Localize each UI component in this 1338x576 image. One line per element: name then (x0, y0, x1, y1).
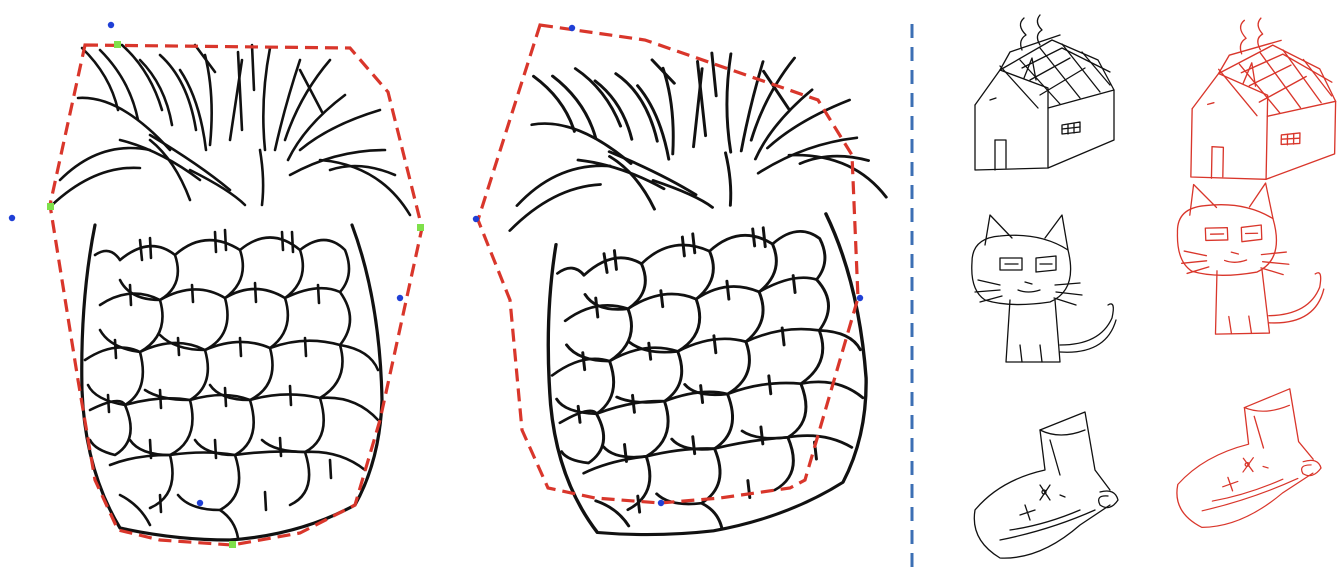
anchor-point (856, 294, 864, 302)
pineapple-original-panel (8, 21, 424, 548)
example-shoe (973, 386, 1324, 559)
warped-anchor-points-blue (472, 24, 864, 507)
cat-sketch-original (971, 214, 1117, 363)
hull-vertex (114, 41, 121, 48)
anchor-point (107, 21, 115, 29)
example-cat (971, 181, 1327, 363)
hull-vertex (417, 224, 424, 231)
anchor-point (196, 499, 204, 507)
hull-vertices-green (47, 41, 424, 548)
example-house (974, 13, 1338, 187)
anchor-point (396, 294, 404, 302)
pineapple-sketch-original (50, 43, 412, 542)
anchor-point (568, 24, 576, 32)
pineapple-sketch-warped (500, 32, 905, 554)
pineapple-warped-panel (472, 23, 905, 554)
shoe-sketch-augmented (1175, 386, 1324, 530)
house-sketch-augmented (1190, 13, 1338, 187)
convex-hull-warped (476, 23, 860, 505)
anchor-point (472, 215, 480, 223)
convex-hull-original (48, 43, 424, 547)
hull-vertex (229, 541, 236, 548)
cat-sketch-augmented (1174, 181, 1327, 336)
hull-vertex (47, 203, 54, 210)
shoe-sketch-original (973, 411, 1119, 559)
anchor-point (8, 214, 16, 222)
anchor-point (657, 499, 665, 507)
house-sketch-original (974, 14, 1115, 171)
anchor-points-blue (8, 21, 404, 507)
